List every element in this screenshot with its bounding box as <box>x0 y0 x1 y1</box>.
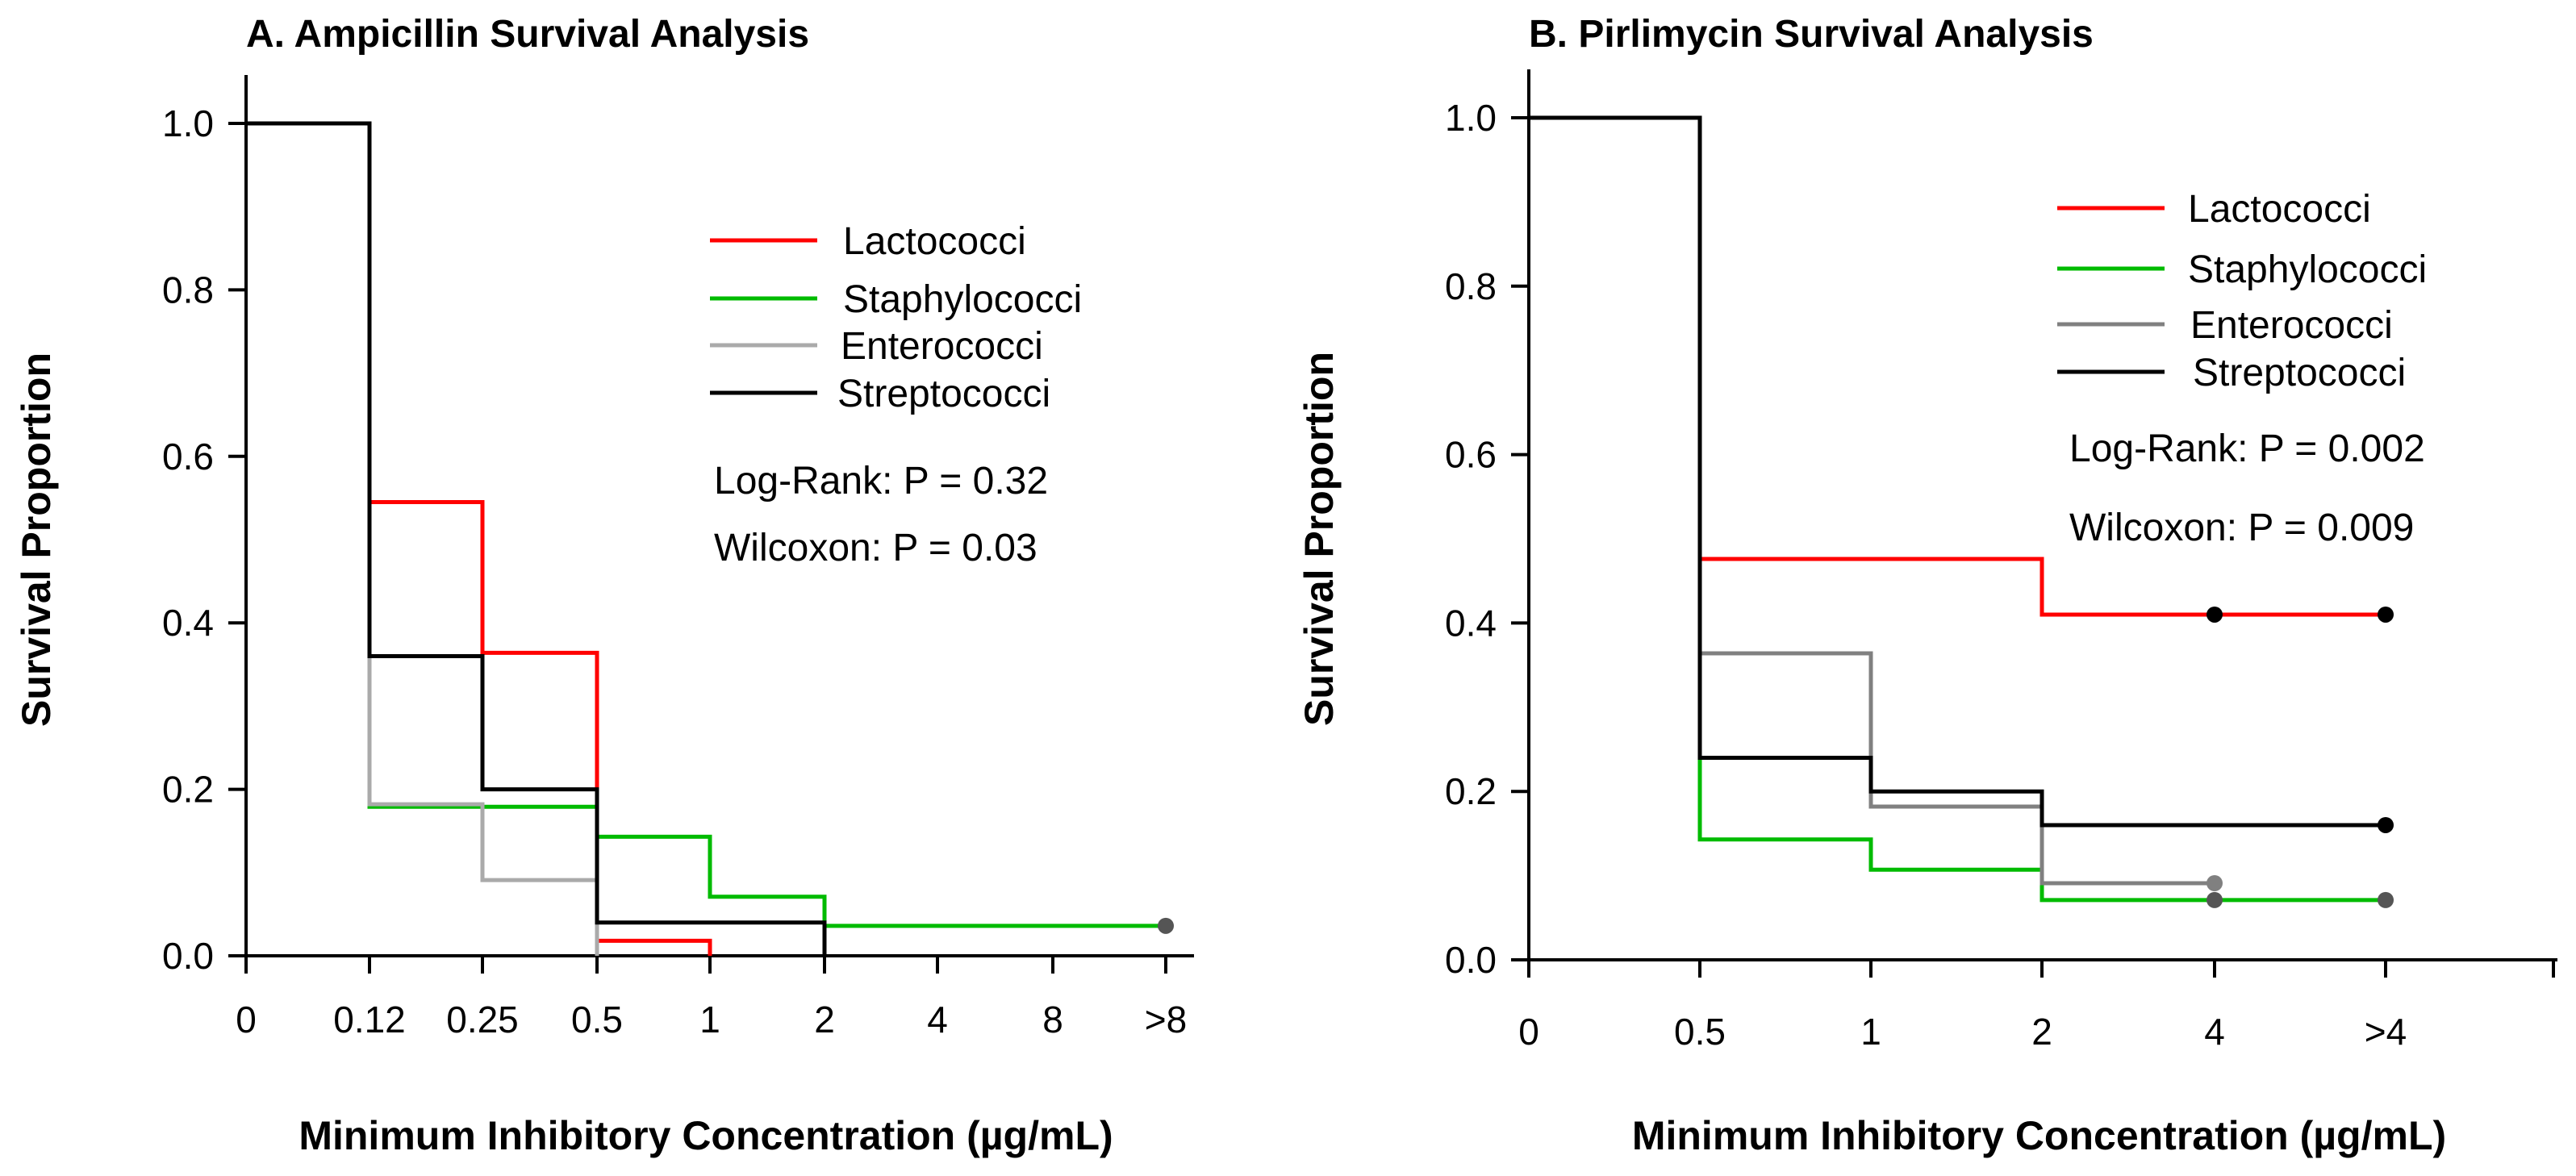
x-tick-label: 1 <box>699 999 720 1040</box>
stats-annotation: Log-Rank: P = 0.32 <box>714 460 1048 503</box>
survival-curve-streptococci <box>246 121 827 956</box>
x-tick-label: >8 <box>1145 999 1187 1040</box>
censor-marker <box>2378 606 2394 623</box>
y-tick-label: 1.0 <box>1445 97 1497 139</box>
x-tick-label: 8 <box>1042 999 1063 1040</box>
y-tick-label: 0.0 <box>1445 939 1497 981</box>
x-axis-title: Minimum Inhibitory Concentration (µg/mL) <box>299 1113 1113 1158</box>
y-tick-label: 0.6 <box>1445 434 1497 476</box>
x-tick-label: 4 <box>927 999 948 1040</box>
survival-curve-enterococci <box>246 121 599 956</box>
x-tick-label: >4 <box>2365 1011 2407 1053</box>
censor-marker <box>1158 917 1174 934</box>
y-tick-label: 0.2 <box>1445 770 1497 812</box>
x-tick-label: 0 <box>236 999 257 1040</box>
y-tick-label: 1.0 <box>162 102 214 144</box>
x-tick-label: 0.5 <box>571 999 623 1040</box>
censor-marker <box>2207 874 2223 891</box>
y-tick-label: 0.8 <box>162 269 214 311</box>
censor-marker <box>2207 606 2223 623</box>
stats-annotation: Wilcoxon: P = 0.009 <box>2069 507 2414 549</box>
censor-marker <box>2378 816 2394 833</box>
y-tick-label: 0.6 <box>162 436 214 477</box>
legend-label: Enterococci <box>2190 304 2393 347</box>
x-tick-label: 0.5 <box>1674 1011 1726 1053</box>
chart-panel-b: B. Pirlimycin Survival Analysis 0.0 0.2 0.4… <box>1296 13 2557 1158</box>
x-tick-label: 2 <box>814 999 835 1040</box>
legend-label: Staphylococci <box>843 278 1082 321</box>
survival-curve-staphylococci <box>246 121 1166 928</box>
legend-label: Lactococci <box>843 220 1026 263</box>
y-axis-title: Survival Proportion <box>14 352 59 727</box>
legend-label: Enterococci <box>841 325 1043 368</box>
x-tick-label: 0 <box>1518 1011 1539 1053</box>
stats-annotation: Log-Rank: P = 0.002 <box>2069 427 2425 470</box>
survival-curve-lactococci <box>246 121 712 956</box>
censor-marker <box>2207 891 2223 908</box>
x-tick-label: 4 <box>2204 1011 2225 1053</box>
y-tick-label: 0.4 <box>162 602 214 644</box>
x-tick-label: 2 <box>2031 1011 2052 1053</box>
stats-annotation: Wilcoxon: P = 0.03 <box>714 527 1037 569</box>
chart-panel-a: A. Ampicillin Survival Analysis 0.0 0.2 0.4… <box>14 13 1194 1158</box>
legend-label: Streptococci <box>837 373 1050 415</box>
chart-title: B. Pirlimycin Survival Analysis <box>1529 13 2094 56</box>
survival-curve-streptococci <box>1529 115 2386 828</box>
y-tick-label: 0.4 <box>1445 602 1497 644</box>
y-axis-title: Survival Proportion <box>1296 352 1342 726</box>
y-tick-label: 0.8 <box>1445 265 1497 307</box>
x-tick-label: 1 <box>1860 1011 1881 1053</box>
legend-label: Streptococci <box>2193 352 2406 394</box>
x-axis-title: Minimum Inhibitory Concentration (µg/mL) <box>1632 1113 2446 1158</box>
chart-title: A. Ampicillin Survival Analysis <box>246 13 809 56</box>
y-tick-label: 0.2 <box>162 769 214 811</box>
x-tick-label: 0.25 <box>446 999 519 1040</box>
censor-marker <box>2378 891 2394 908</box>
legend-label: Lactococci <box>2188 188 2371 231</box>
legend-label: Staphylococci <box>2188 248 2427 291</box>
x-tick-label: 0.12 <box>333 999 406 1040</box>
y-tick-label: 0.0 <box>162 935 214 977</box>
